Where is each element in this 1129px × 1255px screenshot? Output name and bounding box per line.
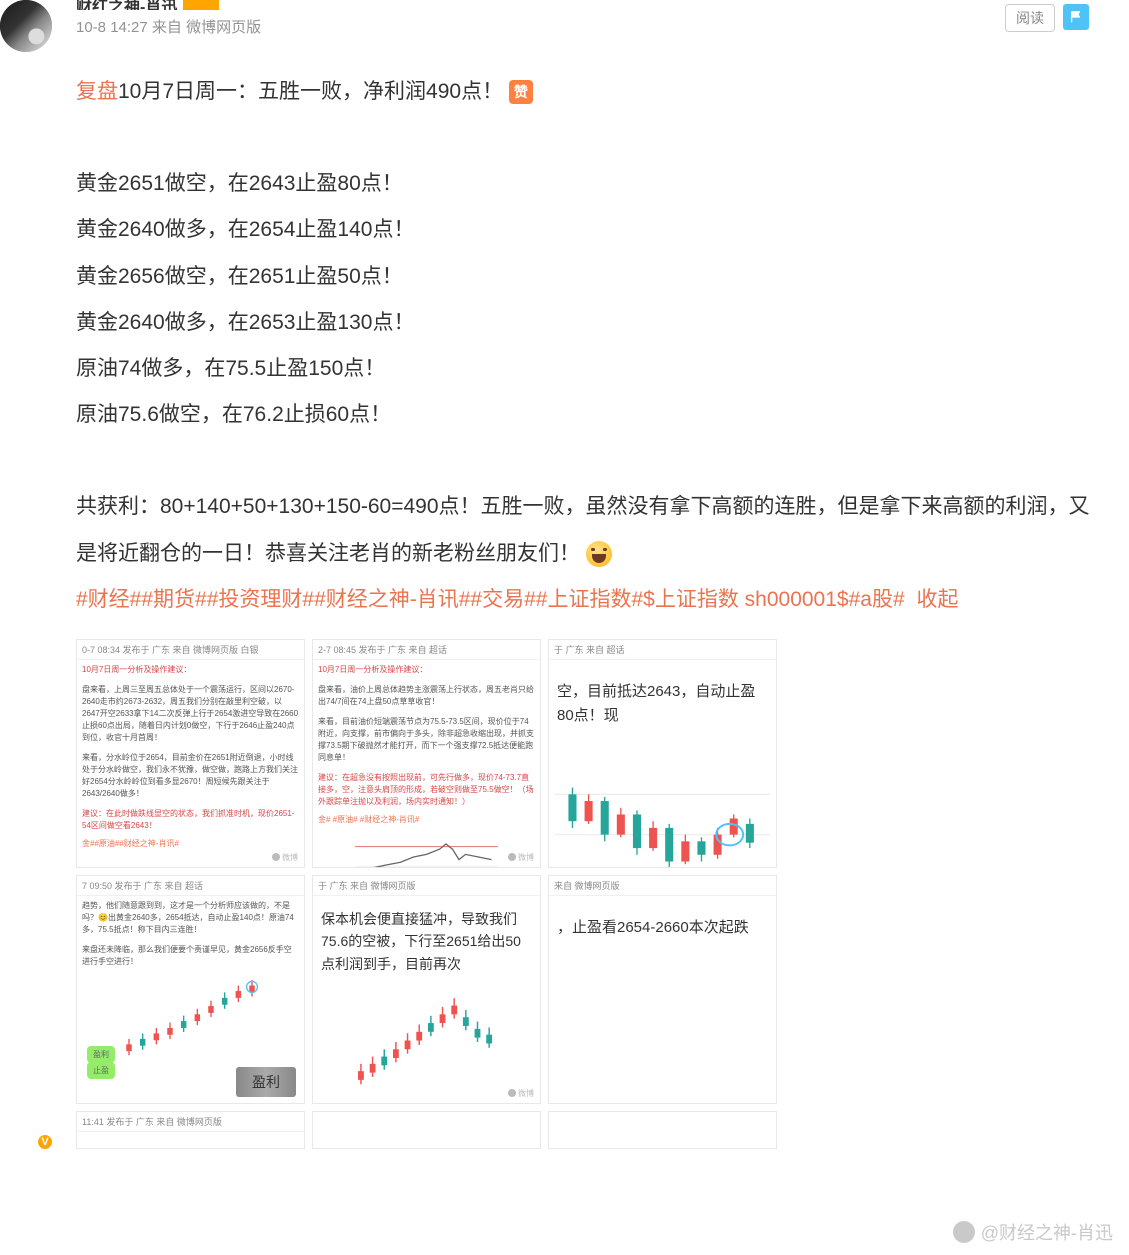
thumb-meta: 于 广东 来自 微博网页版	[313, 876, 540, 896]
weibo-logo-icon	[953, 1221, 975, 1243]
thumb-meta: 0-7 08:34 发布于 广东 来自 微博网页版 白银	[77, 640, 304, 660]
thumbnail[interactable]: 于 广东 来自 超话 空，目前抵达2643，自动止盈80点！现	[548, 639, 777, 868]
thumb-meta: 来自 微博网页版	[549, 876, 776, 896]
thumb-watermark: 微博	[508, 852, 534, 863]
watermark-text: @财经之神-肖迅	[981, 1219, 1113, 1245]
thumb-hash: 金##原油##财经之神-肖讯#	[77, 836, 304, 851]
post-meta: 10-8 14:27 来自 微博网页版	[76, 16, 1109, 37]
collapse-link[interactable]: 收起	[916, 588, 958, 611]
read-button[interactable]: 阅读	[1005, 4, 1055, 32]
page-watermark: @财经之神-肖迅	[953, 1219, 1113, 1245]
thumb-big-text: 保本机会便直接猛冲，导致我们75.6的空被，下行至2651给出50点利润到手，目…	[313, 896, 540, 987]
thumbnail[interactable]	[548, 1111, 777, 1149]
thumb-body: 盘来看，油价上周总体趋势主涨震荡上行状态，周五老肖只给出74/7间在74上盘50…	[313, 680, 540, 712]
thumbnail[interactable]: 来自 微博网页版 ，止盈看2654-2660本次起跌	[548, 875, 777, 1104]
title-rest: 10月7日周一：五胜一败，净利润490点！	[118, 80, 503, 103]
mini-chart	[313, 987, 540, 1097]
image-grid-row-3: 11:41 发布于 广东 来自 微博网页版	[76, 1111, 1109, 1149]
thumb-body: 来看，目前油价短端震荡节点为75.5-73.5区间，现价位于74附近，向支撑，前…	[313, 712, 540, 768]
post-body: 复盘10月7日周一：五胜一败，净利润490点！ 赞 黄金2651做空，在2643…	[76, 69, 1109, 623]
thumb-body: 盘来看，上周三至周五总体处于一个震荡运行，区间以2670-2640走市约2673…	[77, 680, 304, 748]
mini-chart	[313, 827, 540, 868]
image-grid: 0-7 08:34 发布于 广东 来自 微博网页版 白银 10月7日周一分析及操…	[76, 639, 1109, 1104]
thumb-advice: 建议：在此时做跌线显空的状态，我们抓准时机，现价2651-54区间做空看2643…	[77, 804, 304, 836]
thumb-title: 10月7日周一分析及操作建议：	[313, 660, 540, 680]
chat-bubble: 止盈	[87, 1062, 115, 1079]
thumb-title: 10月7日周一分析及操作建议：	[77, 660, 304, 680]
hashtags[interactable]: #财经##期货##投资理财##财经之神-肖讯##交易##上证指数#$上证指数 s…	[76, 588, 905, 611]
verified-badge: V	[36, 1133, 54, 1151]
thumbnail[interactable]: 11:41 发布于 广东 来自 微博网页版	[76, 1111, 305, 1149]
trade-line: 黄金2656做空，在2651止盈50点！	[76, 254, 1109, 300]
thumb-meta: 2-7 08:45 发布于 广东 来自 超话	[313, 640, 540, 660]
thumbnail[interactable]: 2-7 08:45 发布于 广东 来自 超话 10月7日周一分析及操作建议： 盘…	[312, 639, 541, 868]
post-content: 财红之神-肖迅 10-8 14:27 来自 微博网页版 复盘10月7日周一：五胜…	[64, 0, 1129, 1149]
trade-line: 原油74做多，在75.5止盈150点！	[76, 346, 1109, 392]
thumb-advice: 建议：在超急没有按照出现前，可先行做多，现价74-73.7直接多，空，注意头肩顶…	[313, 768, 540, 812]
source-prefix: 来自	[152, 19, 186, 36]
thumb-body: 来盘还未降临，那么我们便要个责谨早见，黄金2656反手空进行手空进行！	[77, 940, 304, 972]
thumbnail[interactable]: 于 广东 来自 微博网页版 保本机会便直接猛冲，导致我们75.6的空被，下行至2…	[312, 875, 541, 1104]
trade-line: 黄金2640做多，在2653止盈130点！	[76, 300, 1109, 346]
post-source[interactable]: 微博网页版	[186, 19, 261, 36]
thumb-big-text: 空，目前抵达2643，自动止盈80点！现	[549, 660, 776, 748]
thumb-watermark: 微博	[272, 852, 298, 863]
mini-chart	[77, 851, 304, 868]
avatar-column: V	[0, 0, 64, 1149]
thumb-meta: 11:41 发布于 广东 来自 微博网页版	[77, 1112, 304, 1132]
flag-icon	[1069, 10, 1083, 24]
candlestick-chart	[549, 748, 776, 868]
thumbnail[interactable]	[312, 1111, 541, 1149]
praise-icon: 赞	[509, 80, 533, 104]
trade-line: 黄金2640做多，在2654止盈140点！	[76, 207, 1109, 253]
profit-stamp: 盈利	[236, 1067, 296, 1097]
weibo-post: V 财红之神-肖迅 10-8 14:27 来自 微博网页版 复盘10月7日周一：…	[0, 0, 1129, 1149]
user-level-badge	[183, 0, 219, 10]
trade-line: 原油75.6做空，在76.2止损60点！	[76, 392, 1109, 438]
trade-line: 黄金2651做空，在2643止盈80点！	[76, 161, 1109, 207]
thumb-meta: 7 09:50 发布于 广东 来自 超话	[77, 876, 304, 896]
thumbnail[interactable]: 7 09:50 发布于 广东 来自 超话 趋势，他们随意跟到到，这才是一个分析师…	[76, 875, 305, 1104]
highlight-word: 复盘	[76, 80, 118, 103]
post-time[interactable]: 10-8 14:27	[76, 19, 148, 36]
thumb-hash: 金# #原油# #财经之神-肖讯#	[313, 812, 540, 827]
avatar[interactable]	[0, 0, 52, 52]
thumb-big-text: ，止盈看2654-2660本次起跌	[549, 896, 776, 960]
thumb-body: 来看，分水岭位于2654，目前金价在2651附近倒退，小时线处于分水岭做空，我们…	[77, 748, 304, 804]
thumb-watermark: 微博	[508, 1088, 534, 1099]
thumbnail[interactable]: 0-7 08:34 发布于 广东 来自 微博网页版 白银 10月7日周一分析及操…	[76, 639, 305, 868]
summary-text: 共获利：80+140+50+130+150-60=490点！五胜一败，虽然没有拿…	[76, 495, 1090, 564]
thumb-body: 趋势，他们随意跟到到，这才是一个分析师应该做的，不是吗？😊出黄金2640多，26…	[77, 896, 304, 940]
thumb-meta: 于 广东 来自 超话	[549, 640, 776, 660]
username-row[interactable]: 财红之神-肖迅	[76, 0, 1109, 10]
flag-button[interactable]	[1063, 4, 1089, 30]
post-title-line: 复盘10月7日周一：五胜一败，净利润490点！ 赞	[76, 69, 1109, 115]
laugh-emoji-icon	[586, 541, 612, 567]
username[interactable]: 财红之神-肖迅	[76, 0, 177, 10]
